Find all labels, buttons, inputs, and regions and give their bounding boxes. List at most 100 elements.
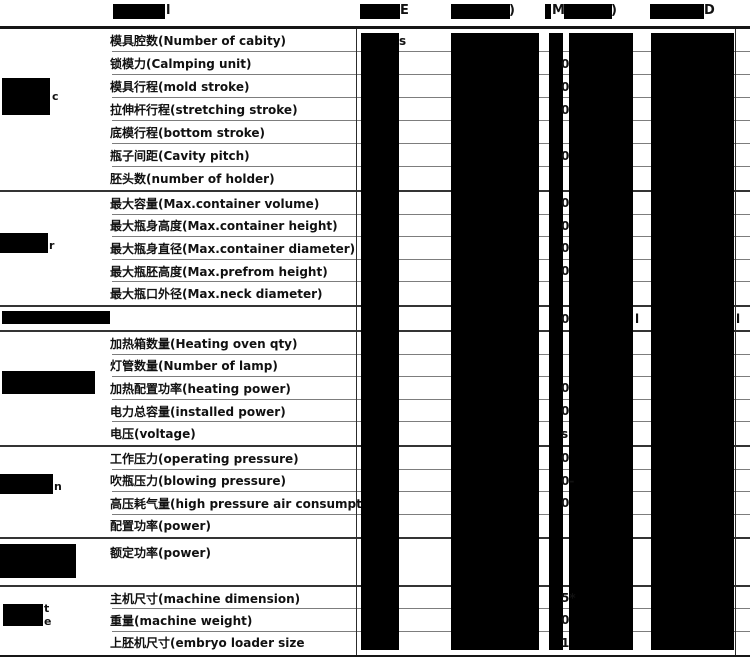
spec-row-label: 最大容量(Max.container volume) [110, 196, 320, 211]
visible-value-fragment: 0 [561, 404, 570, 419]
spec-row: 工作压力(operating pressure) 0 [0, 447, 750, 470]
spec-row-label: 瓶子间距(Cavity pitch) [110, 149, 250, 163]
spec-row-label: 电压(voltage) [110, 427, 196, 442]
spec-row-label: 加热箱数量(Heating oven qty) [110, 336, 298, 351]
visible-value-fragment: 0 [561, 196, 570, 211]
spec-row-label: 拉伸杆行程(stretching stroke) [110, 103, 298, 117]
column-divider-line [735, 29, 736, 655]
visible-value-fragment: 0 [561, 381, 570, 396]
column-header-4-fragment: D [704, 3, 715, 18]
visible-value-fragment: 0- [561, 473, 575, 488]
spec-row: 配置功率(power) [0, 515, 750, 538]
visible-value-fragment: l [736, 311, 741, 326]
redacted-value-column-3a [549, 33, 563, 650]
table-body: 模具腔数(Number of cabity) s 锁模力(Calmping unit… [0, 26, 750, 657]
spec-row-label: 高压耗气量(high pressure air consumption) [110, 496, 389, 511]
spec-row-label: 底模行程(bottom stroke) [110, 126, 266, 140]
spec-row: 吹瓶压力(blowing pressure) 0- [0, 470, 750, 493]
spec-row: 最大瓶身高度(Max.container height) 0 [0, 215, 750, 238]
redacted-column-header-3 [564, 4, 612, 19]
spec-row: 重量(machine weight) 0 [0, 609, 750, 632]
spec-row-label: 上胚机尺寸(embryo loader size [110, 636, 305, 651]
visible-value-fragment: 0 [561, 264, 570, 279]
category-fragment-air-system: n [54, 480, 62, 493]
spec-row: 主机尺寸(machine dimension) 5* [0, 587, 750, 610]
spec-row: 高压耗气量(high pressure air consumption) 0 [0, 492, 750, 515]
spec-row-label: 最大瓶身直径(Max.container diameter) [110, 241, 356, 256]
spec-row-label: 灯管数量(Number of lamp) [110, 359, 278, 374]
spec-row-label: 模具腔数(Number of cabity) [110, 34, 286, 48]
visible-value-fragment: 0 [561, 241, 570, 256]
spec-row: 最大瓶身直径(Max.container diameter) 0 [0, 237, 750, 260]
spec-row-label: 电力总容量(installed power) [110, 404, 286, 419]
category-fragment-clamping: c [52, 90, 59, 103]
column-header-3-tail-fragment: ) [611, 3, 617, 18]
rated-power-section: 额定功率(power) [0, 539, 750, 585]
redacted-column-header-1 [360, 4, 400, 19]
spec-row-label: 最大瓶胚高度(Max.prefrom height) [110, 264, 328, 279]
visible-value-fragment: 0 [561, 79, 570, 94]
redacted-category-label-air-system [0, 474, 53, 494]
spec-row: 锁模力(Calmping unit) 0 [0, 52, 750, 75]
spec-row-label: 胚头数(number of holder) [110, 172, 275, 186]
spec-row: 电压(voltage) s [0, 422, 750, 445]
visible-value-fragment: s [561, 426, 569, 441]
visible-value-fragment: 5* [561, 591, 576, 606]
redacted-category-label-clamping [2, 78, 50, 115]
visible-value-fragment: 1 [561, 635, 570, 650]
visible-value-fragment: 0 [561, 102, 570, 117]
spec-row: 灯管数量(Number of lamp) [0, 355, 750, 378]
redacted-column-header-4 [650, 4, 704, 19]
spec-row-label: 最大瓶口外径(Max.neck diameter) [110, 287, 323, 302]
air-system-section: 工作压力(operating pressure) 0 吹瓶压力(blowing pr… [0, 447, 750, 537]
redacted-column-header-2 [451, 4, 510, 19]
redacted-column-header-3-stub [545, 4, 551, 19]
category-fragment-machine-size-1: t [44, 602, 50, 615]
spec-row: 模具腔数(Number of cabity) s [0, 29, 750, 52]
spec-row: 加热配置功率(heating power) 0 [0, 377, 750, 400]
redacted-category-label-container [0, 233, 48, 253]
visible-value-fragment: 0 [561, 451, 570, 466]
spec-row: 拉伸杆行程(stretching stroke) 0 [0, 98, 750, 121]
heating-section: 加热箱数量(Heating oven qty) 灯管数量(Number of la… [0, 332, 750, 445]
spec-row: 最大容量(Max.container volume) 0 [0, 192, 750, 215]
spec-row: 加热箱数量(Heating oven qty) [0, 332, 750, 355]
visible-value-fragment: 0 [561, 218, 570, 233]
category-fragment-machine-size-2: e [44, 615, 52, 628]
machine-size-section: 主机尺寸(machine dimension) 5* 重量(machine weig… [0, 587, 750, 654]
spec-row: 底模行程(bottom stroke) [0, 121, 750, 144]
redacted-value-column-1 [361, 33, 399, 650]
spec-row: 瓶子间距(Cavity pitch) 0 [0, 144, 750, 167]
redacted-model-header [113, 4, 165, 19]
redacted-category-label-heating [2, 371, 95, 394]
visible-value-fragment: 0 [561, 496, 570, 511]
clamping-section: 模具腔数(Number of cabity) s 锁模力(Calmping unit… [0, 29, 750, 190]
spec-row-label: 锁模力(Calmping unit) [110, 57, 252, 71]
visible-value-fragment: s [399, 33, 407, 48]
spec-row: 上胚机尺寸(embryo loader size 1 [0, 632, 750, 654]
spec-row: 电力总容量(installed power) 0 [0, 400, 750, 423]
column-divider-line [356, 29, 357, 655]
spec-row-label: 工作压力(operating pressure) [110, 451, 299, 466]
redacted-row-label [2, 311, 110, 324]
spec-row: 最大瓶胚高度(Max.prefrom height) 0 [0, 260, 750, 283]
column-header-3-lead-fragment: M [552, 3, 565, 18]
redacted-category-label-rated-power [0, 544, 76, 578]
redacted-value-column-2 [451, 33, 539, 650]
spec-row-label: 吹瓶压力(blowing pressure) [110, 474, 286, 489]
container-section: 最大容量(Max.container volume) 0 最大瓶身高度(Max.co… [0, 192, 750, 305]
spec-row: 0 l l [0, 307, 750, 330]
spec-row: 最大瓶口外径(Max.neck diameter) [0, 282, 750, 305]
spec-row-label: 最大瓶身高度(Max.container height) [110, 219, 338, 234]
redacted-category-label-machine-size [3, 604, 43, 626]
spec-row: 胚头数(number of holder) [0, 167, 750, 190]
spec-row-label: 加热配置功率(heating power) [110, 381, 291, 396]
spec-row-label: 重量(machine weight) [110, 613, 253, 628]
visible-value-fragment: l [635, 311, 640, 326]
spec-row-label: 主机尺寸(machine dimension) [110, 591, 301, 606]
spec-row-label: 配置功率(power) [110, 519, 211, 534]
redacted-value-column-4 [651, 33, 734, 650]
spec-row-label: 模具行程(mold stroke) [110, 80, 250, 94]
visible-value-fragment: 0 [561, 56, 570, 71]
